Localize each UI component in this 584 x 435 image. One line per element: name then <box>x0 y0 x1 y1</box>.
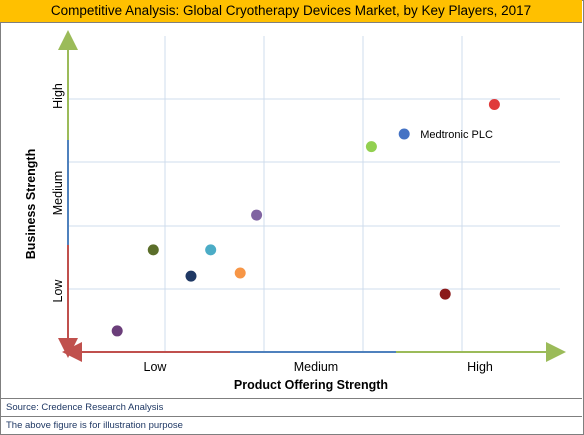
x-tick-label: Low <box>144 360 168 374</box>
grid-lines <box>68 36 560 352</box>
data-point <box>234 267 246 279</box>
data-point <box>111 325 123 337</box>
source-note: Source: Credence Research Analysis <box>0 398 582 415</box>
y-tick-label: Low <box>51 279 65 303</box>
y-axis-label: Business Strength <box>24 149 38 259</box>
x-axis-label: Product Offering Strength <box>234 378 388 392</box>
axes <box>58 30 566 362</box>
data-point <box>251 209 263 221</box>
chart-title: Competitive Analysis: Global Cryotherapy… <box>0 0 582 23</box>
y-tick-label: High <box>51 83 65 109</box>
data-point <box>488 98 500 110</box>
data-point <box>205 244 217 256</box>
illustration-note: The above figure is for illustration pur… <box>0 416 582 433</box>
data-point <box>365 141 377 153</box>
data-point <box>185 270 197 282</box>
tick-labels: Low Medium High Low Medium High <box>51 83 493 374</box>
x-tick-label: High <box>467 360 493 374</box>
data-point <box>147 244 159 256</box>
data-point <box>439 288 451 300</box>
data-points: Medtronic PLC <box>111 98 500 337</box>
y-tick-label: Medium <box>51 171 65 215</box>
point-label: Medtronic PLC <box>420 129 493 141</box>
x-tick-label: Medium <box>294 360 338 374</box>
data-point <box>398 128 410 140</box>
scatter-chart: Low Medium High Low Medium High Medtronic PLC… <box>24 30 566 392</box>
